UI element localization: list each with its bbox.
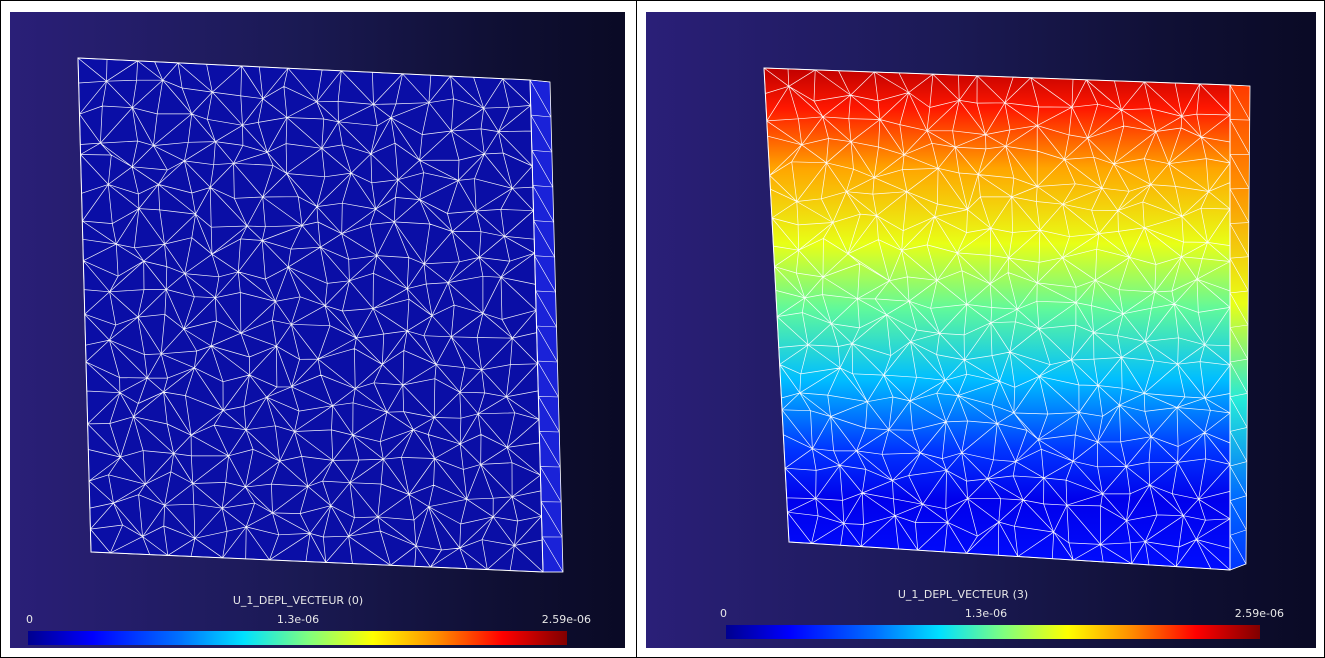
mesh-render-left[interactable] <box>10 12 625 648</box>
side-wireframe <box>1229 84 1251 571</box>
field-title-left: U_1_DEPL_VECTEUR (0) <box>232 594 364 607</box>
slab-side-face <box>1229 84 1251 571</box>
viewport-left[interactable]: U_1_DEPL_VECTEUR (0) 0 1.3e-06 2.59e-06 <box>10 12 625 648</box>
colorbar-min-label-left: 0 <box>26 613 33 626</box>
colorbar-mid-label-right: 1.3e-06 <box>964 607 1008 620</box>
mesh-wireframe <box>77 57 544 573</box>
colorbar-left <box>28 631 567 645</box>
viewport-right[interactable]: U_1_DEPL_VECTEUR (3) 0 1.3e-06 2.59e-06 <box>646 12 1316 648</box>
colorbar-min-label-right: 0 <box>720 607 727 620</box>
mesh-render-right[interactable] <box>646 12 1316 648</box>
colorbar-mid-label-left: 1.3e-06 <box>276 613 320 626</box>
side-wireframe <box>529 79 564 573</box>
colorbar-max-label-right: 2.59e-06 <box>1234 607 1284 620</box>
colorbar-right <box>726 625 1260 639</box>
colorbar-max-label-left: 2.59e-06 <box>541 613 591 626</box>
mesh-wireframe <box>763 67 1231 571</box>
field-title-right: U_1_DEPL_VECTEUR (3) <box>897 588 1029 601</box>
panel-divider <box>636 0 637 658</box>
